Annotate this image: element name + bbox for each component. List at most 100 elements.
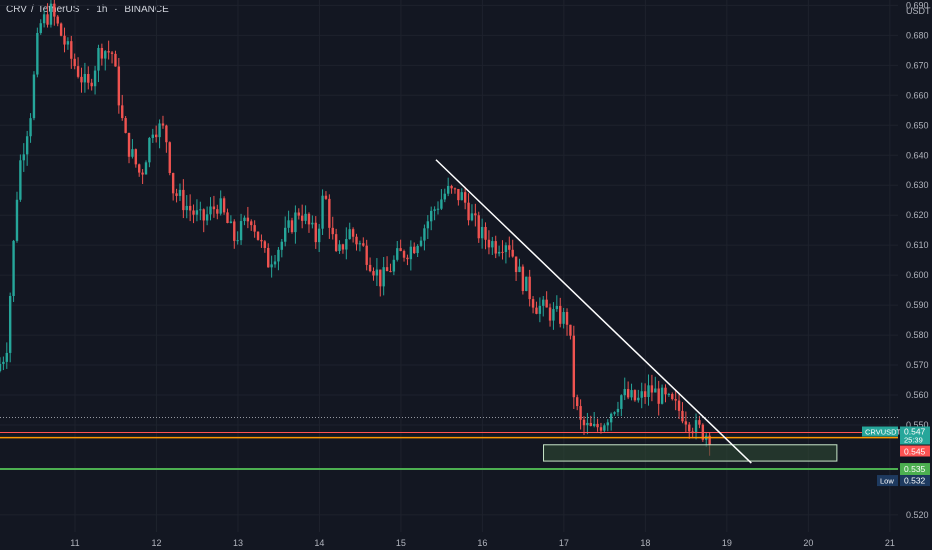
- candle-body: [586, 422, 589, 426]
- candle-body: [260, 239, 263, 242]
- symbol-tag-label: CRVUSDT: [865, 427, 902, 436]
- green-price-box: [900, 463, 930, 476]
- candle-body: [277, 249, 280, 262]
- candle-body: [317, 228, 321, 243]
- candle-body: [460, 192, 463, 201]
- candle-body: [501, 251, 504, 253]
- candle-body: [185, 205, 188, 211]
- candle-body: [637, 397, 640, 401]
- candle-body: [124, 118, 127, 133]
- candle-body: [426, 221, 430, 229]
- candle-body: [525, 276, 528, 291]
- candle-body: [654, 388, 657, 393]
- candle-body: [491, 241, 494, 248]
- candle-body: [372, 271, 375, 276]
- candle-body: [25, 136, 29, 155]
- candle-body: [178, 189, 182, 196]
- candle-body: [480, 226, 484, 239]
- drawings: [435, 159, 838, 464]
- candle-body: [538, 305, 542, 314]
- candle-body: [409, 246, 413, 260]
- candle-body: [134, 149, 138, 165]
- candle-body: [385, 267, 389, 272]
- time-tick-label: 16: [477, 538, 487, 548]
- candle-body: [348, 229, 351, 240]
- candle-body: [555, 305, 559, 310]
- candle-body: [171, 172, 175, 194]
- candle-body: [450, 185, 453, 189]
- candle-body: [433, 209, 436, 211]
- candle-body: [32, 74, 36, 119]
- candle-body: [59, 23, 63, 36]
- candle-body: [413, 246, 416, 254]
- candle-body: [579, 406, 582, 420]
- candle-body: [389, 271, 392, 273]
- candle-body: [399, 248, 402, 252]
- time-axis[interactable]: 11 12 13 14 15 16 17 18 19 20 21: [70, 538, 895, 548]
- candle-body: [443, 193, 446, 200]
- time-tick-label: 12: [151, 538, 161, 548]
- candle-body: [100, 47, 104, 59]
- candle-body: [263, 241, 267, 248]
- candle-body: [660, 387, 664, 404]
- candle-body: [630, 390, 633, 398]
- candle-body: [151, 134, 154, 138]
- candle-body: [141, 172, 144, 175]
- time-tick-label: 19: [722, 538, 732, 548]
- price-tick-label: 0.650: [906, 120, 929, 130]
- candle-body: [334, 234, 338, 251]
- price-tick-label: 0.680: [906, 30, 929, 40]
- candle-body: [657, 388, 660, 404]
- candle-body: [22, 154, 25, 161]
- candle-body: [688, 424, 691, 432]
- candle-body: [127, 132, 131, 157]
- candle-body: [664, 387, 667, 395]
- candle-body: [165, 125, 168, 143]
- candle-body: [392, 259, 396, 272]
- time-tick-label: 18: [640, 538, 650, 548]
- candle-body: [70, 41, 73, 59]
- candle-body: [56, 16, 59, 24]
- candle-body: [311, 222, 314, 225]
- candle-body: [8, 295, 12, 353]
- candle-body: [552, 309, 555, 321]
- candle-body: [430, 210, 433, 222]
- candle-body: [158, 123, 161, 138]
- candle-body: [514, 256, 518, 273]
- candle-body: [314, 222, 317, 243]
- candle-body: [161, 123, 165, 126]
- candle-body: [599, 427, 603, 431]
- candle-body: [470, 213, 474, 221]
- candles: [0, 0, 711, 456]
- candle-body: [121, 105, 124, 119]
- candle-body: [253, 225, 256, 232]
- symbol-tag-box: [862, 426, 898, 437]
- candle-body: [205, 214, 209, 221]
- candle-body: [236, 240, 239, 242]
- candle-body: [307, 213, 311, 225]
- candle-body: [83, 73, 87, 83]
- candle-body: [63, 35, 66, 45]
- candle-body: [270, 264, 273, 268]
- candle-body: [53, 3, 56, 17]
- candle-body: [294, 212, 297, 233]
- candle-body: [219, 198, 222, 214]
- candle-body: [256, 231, 260, 240]
- time-tick-label: 17: [559, 538, 569, 548]
- candle-body: [195, 210, 199, 215]
- candle-body: [148, 137, 151, 163]
- candle-body: [396, 248, 399, 260]
- candle-body: [328, 198, 331, 228]
- candle-body: [453, 188, 457, 190]
- candle-body: [531, 299, 535, 308]
- candle-body: [379, 269, 382, 287]
- time-tick-label: 13: [233, 538, 243, 548]
- candle-body: [487, 239, 491, 248]
- candle-body: [562, 312, 565, 324]
- candle-body: [606, 422, 609, 426]
- candle-body: [168, 142, 171, 173]
- candle-body: [5, 352, 8, 362]
- candle-body: [331, 227, 334, 235]
